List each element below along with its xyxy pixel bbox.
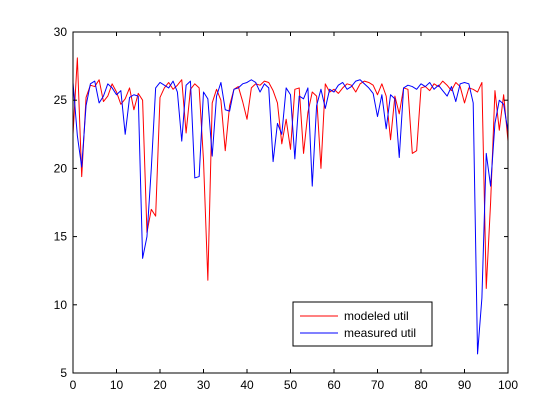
- legend-label-modeled: modeled util: [344, 309, 409, 323]
- x-tick-label: 20: [153, 378, 167, 392]
- legend: modeled util measured util: [292, 301, 433, 347]
- ticks-layer: 0 10 20 30 40 50 60 70 80 90 100 5 10 15 20 25 30: [54, 25, 519, 392]
- legend-label-measured: measured util: [344, 326, 416, 340]
- plot-area: [73, 32, 508, 373]
- x-tick-label: 90: [458, 378, 472, 392]
- series-line-modeled-util: [72, 57, 509, 289]
- x-tick-label: 40: [240, 378, 254, 392]
- y-tick-label: 20: [54, 161, 68, 175]
- y-tick-label: 30: [54, 25, 68, 39]
- series-line-measured-util: [72, 79, 509, 355]
- x-tick-label: 10: [110, 378, 124, 392]
- x-tick-label: 60: [327, 378, 341, 392]
- series-layer: [72, 57, 509, 355]
- y-tick-label: 5: [60, 366, 67, 380]
- x-tick-label: 100: [498, 378, 518, 392]
- x-tick-label: 80: [414, 378, 428, 392]
- x-tick-label: 50: [284, 378, 298, 392]
- x-tick-label: 30: [197, 378, 211, 392]
- y-tick-label: 15: [54, 230, 68, 244]
- x-tick-label: 70: [371, 378, 385, 392]
- legend-box: [292, 301, 433, 347]
- axes-box: [73, 32, 508, 373]
- x-tick-label: 0: [70, 378, 77, 392]
- y-tick-label: 25: [54, 93, 68, 107]
- y-tick-label: 10: [54, 298, 68, 312]
